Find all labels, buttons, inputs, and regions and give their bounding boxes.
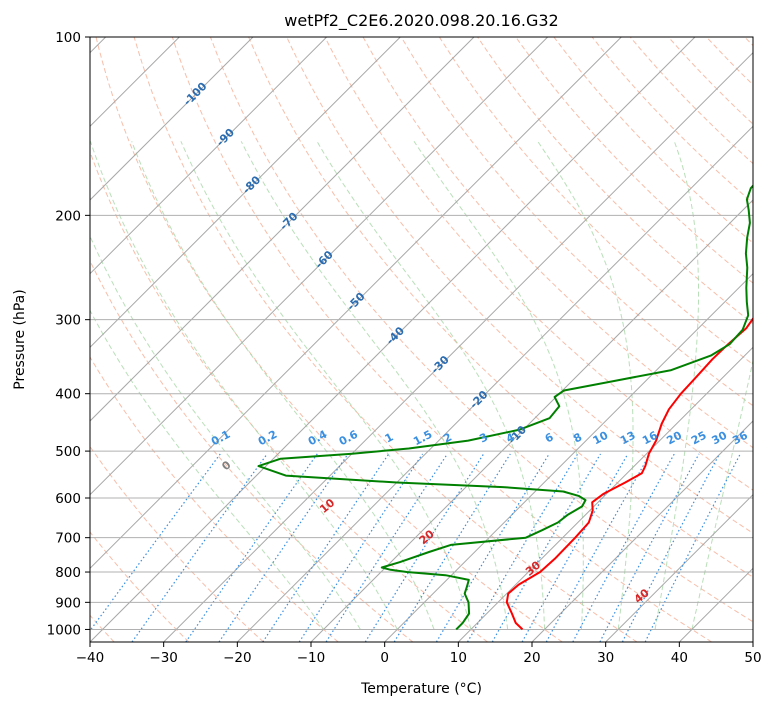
y-tick-label: 1000 xyxy=(47,622,81,638)
x-tick-label: −30 xyxy=(149,650,178,666)
y-tick-label: 700 xyxy=(55,531,81,547)
dry-adiabat xyxy=(324,37,753,491)
y-tick-label: 100 xyxy=(55,30,81,46)
moist-adiabat xyxy=(131,141,435,630)
dry-adiabat xyxy=(591,37,753,204)
mixing-ratio-line xyxy=(262,453,390,642)
isotherm-line xyxy=(90,37,401,349)
mixing-ratio-line xyxy=(325,453,448,642)
y-axis-label: Pressure (hPa) xyxy=(12,289,28,389)
dry-adiabat xyxy=(400,37,753,407)
x-tick-label: 50 xyxy=(744,650,761,666)
mixing-ratio-label: 10 xyxy=(591,429,611,448)
isotherm-line xyxy=(457,346,753,642)
x-tick-label: 10 xyxy=(450,650,467,666)
mixing-ratio-label: 36 xyxy=(730,429,750,448)
dry-adiabat xyxy=(248,37,753,578)
x-tick-label: 30 xyxy=(597,650,614,666)
isotherm-line xyxy=(90,37,254,201)
dry-adiabat xyxy=(286,37,753,534)
mixing-ratio-label: 13 xyxy=(618,429,638,448)
y-tick-label: 800 xyxy=(55,565,81,581)
y-tick-label: 900 xyxy=(55,595,81,611)
x-tick-label: −40 xyxy=(76,650,105,666)
dry-adiabat xyxy=(515,37,753,284)
x-tick-label: −20 xyxy=(223,650,252,666)
mixing-ratio-line xyxy=(131,453,268,642)
isotherm-line xyxy=(310,199,753,642)
y-tick-label: 500 xyxy=(55,444,81,460)
isotherm-line xyxy=(605,493,753,642)
isotherm-line xyxy=(90,37,696,642)
x-tick-label: −10 xyxy=(297,650,326,666)
isotherm-line xyxy=(90,37,475,422)
x-tick-label: 0 xyxy=(380,650,389,666)
mixing-ratio-line xyxy=(393,453,511,642)
moist-adiabat xyxy=(90,309,325,630)
dry-adiabat xyxy=(362,37,753,449)
dry-adiabat xyxy=(438,37,753,366)
x-tick-label: 20 xyxy=(523,650,540,666)
mixing-ratio-line xyxy=(466,453,579,642)
mixing-ratio-line xyxy=(491,453,602,642)
dry-adiabat xyxy=(90,259,414,642)
moist-adiabat xyxy=(691,358,753,630)
dewpoint-profile xyxy=(257,184,753,631)
moist-adiabat xyxy=(240,141,509,630)
isotherm-line xyxy=(90,37,549,496)
moist-adiabat xyxy=(654,141,699,630)
dry-adiabat xyxy=(90,356,339,642)
y-tick-label: 300 xyxy=(55,313,81,329)
x-tick-label: 40 xyxy=(671,650,688,666)
mixing-ratio-line xyxy=(298,453,424,642)
mixing-ratio-label: 25 xyxy=(689,429,709,448)
mixing-ratio-line xyxy=(599,453,700,642)
y-tick-label: 600 xyxy=(55,491,81,507)
temperature-profile xyxy=(505,316,753,631)
dry-adiabat xyxy=(476,37,753,325)
dry-adiabat xyxy=(171,37,712,642)
isotherm-line xyxy=(531,420,753,642)
mixing-ratio-line xyxy=(644,453,741,642)
y-tick-label: 400 xyxy=(55,387,81,403)
isotherm-line xyxy=(163,51,753,642)
mixing-ratio-label: 30 xyxy=(710,429,730,448)
isotherm-line xyxy=(90,37,622,570)
isotherm-line xyxy=(90,37,328,275)
moist-adiabat xyxy=(180,141,472,630)
mixing-ratio-line xyxy=(90,453,221,632)
moist-adiabat xyxy=(90,141,398,630)
chart-title: wetPf2_C2E6.2020.098.20.16.G32 xyxy=(284,11,558,31)
mixing-ratio-line xyxy=(435,453,550,642)
x-axis-label: Temperature (°C) xyxy=(360,681,482,697)
dry-adiabat xyxy=(90,150,488,642)
moist-adiabat xyxy=(90,235,361,630)
dry-adiabat xyxy=(95,37,563,642)
mixing-ratio-label: 16 xyxy=(640,429,660,448)
y-tick-label: 200 xyxy=(55,208,81,224)
dry-adiabat xyxy=(90,531,190,642)
mixing-ratio-line xyxy=(621,453,721,642)
mixing-ratio-label: 20 xyxy=(664,429,684,448)
dry-adiabat xyxy=(209,37,753,623)
isotherm-line xyxy=(236,125,753,642)
